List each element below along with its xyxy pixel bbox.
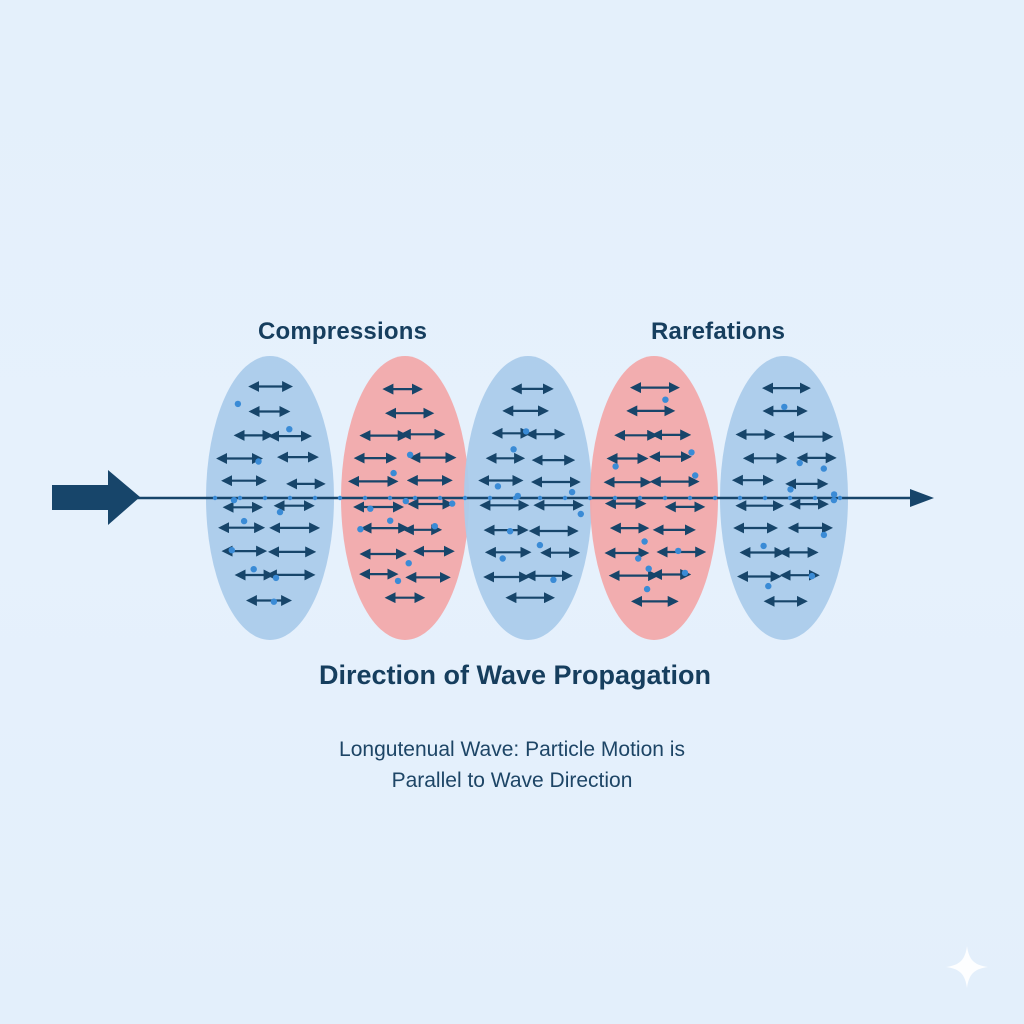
particle-dot — [830, 496, 838, 504]
particle-dot — [536, 541, 544, 549]
particle-dot — [402, 497, 409, 505]
particle-dot — [681, 569, 689, 577]
particle-dot — [276, 508, 284, 516]
rarefactions-label: Rarefations — [651, 318, 786, 345]
sparkle-icon — [946, 946, 988, 988]
particle-dot — [787, 486, 794, 493]
axis-particle-dot — [262, 495, 268, 501]
axis-particle-dot — [787, 495, 793, 501]
particle-dot — [390, 469, 397, 477]
particle-dot — [765, 582, 772, 590]
axis-particle-dot — [212, 495, 218, 501]
particle-dot — [240, 517, 248, 525]
particle-dot — [645, 565, 652, 572]
particle-dot — [270, 598, 278, 605]
axis-particle-dot — [662, 495, 668, 501]
particle-dot — [760, 542, 767, 550]
particle-dot — [230, 496, 238, 504]
axis-particle-dot — [437, 495, 443, 501]
axis-particle-dot — [337, 495, 343, 501]
axis-particle-dot — [312, 495, 318, 501]
particle-dot — [577, 510, 584, 518]
axis-particle-dot — [412, 495, 418, 501]
particle-dot — [387, 517, 394, 524]
particle-dot — [688, 449, 695, 456]
particle-dot — [228, 547, 235, 554]
particle-dot — [808, 572, 816, 580]
particle-dot — [255, 458, 262, 465]
axis-particle-dot — [762, 495, 768, 501]
particle-dot — [405, 560, 412, 567]
particle-dot — [781, 403, 788, 411]
axis-particle-dot — [237, 495, 243, 501]
particle-dot — [394, 577, 402, 585]
axis-particle-dot — [687, 495, 693, 501]
particle-dot — [494, 483, 502, 490]
axis-particle-dot — [287, 495, 293, 501]
particle-dot — [286, 426, 293, 433]
particle-dot — [662, 396, 669, 403]
axis-particle-dot — [387, 495, 393, 501]
particle-dot — [506, 528, 514, 535]
axis-particle-dot — [612, 495, 618, 501]
particle-dot — [357, 526, 364, 533]
particle-dot — [675, 547, 682, 555]
thick-right-arrow-icon — [52, 470, 140, 525]
particle-arrows — [212, 381, 843, 607]
axis-particle-dot — [462, 495, 468, 501]
particle-dot — [367, 505, 374, 512]
particle-dot — [250, 566, 257, 573]
particle-dot — [431, 523, 438, 530]
particle-dot — [643, 585, 651, 593]
particle-dot — [641, 538, 648, 545]
axis-particle-dot — [587, 495, 593, 501]
particle-dot — [820, 531, 828, 539]
axis-particle-dot — [487, 495, 493, 501]
axis-particle-dot — [562, 495, 568, 501]
caption-line-2: Parallel to Wave Direction — [391, 769, 633, 792]
axis-particle-dot — [812, 495, 818, 501]
particle-dot — [830, 491, 838, 498]
particle-dot — [522, 428, 530, 435]
axis-particle-dot — [362, 495, 368, 501]
caption: Longutenual Wave: Particle Motion is Par… — [0, 734, 1024, 796]
axis-particle-dot — [712, 495, 718, 501]
particle-dot — [406, 451, 414, 458]
wave-direction-title: Direction of Wave Propagation — [318, 660, 712, 690]
particle-dot — [449, 500, 456, 507]
axis-particle-dot — [837, 495, 843, 501]
caption-line-1: Longutenual Wave: Particle Motion is — [339, 738, 685, 761]
particle-dot — [612, 463, 619, 470]
particle-dot — [568, 488, 576, 496]
particle-dot — [234, 400, 242, 408]
particle-dot — [635, 555, 642, 562]
compressions-label: Compressions — [258, 318, 428, 345]
particle-dot — [692, 472, 699, 479]
axis-particle-dot — [512, 495, 518, 501]
axis-particle-dot — [737, 495, 743, 501]
particle-dot — [499, 555, 506, 562]
axis-particle-dot — [537, 495, 543, 501]
particle-dot — [550, 576, 557, 583]
axis-arrowhead-icon — [910, 489, 934, 507]
particle-dot — [510, 446, 517, 453]
particle-dot — [272, 574, 280, 582]
particle-dot — [796, 459, 803, 467]
particle-dot — [820, 465, 827, 472]
axis-particle-dot — [637, 495, 643, 501]
